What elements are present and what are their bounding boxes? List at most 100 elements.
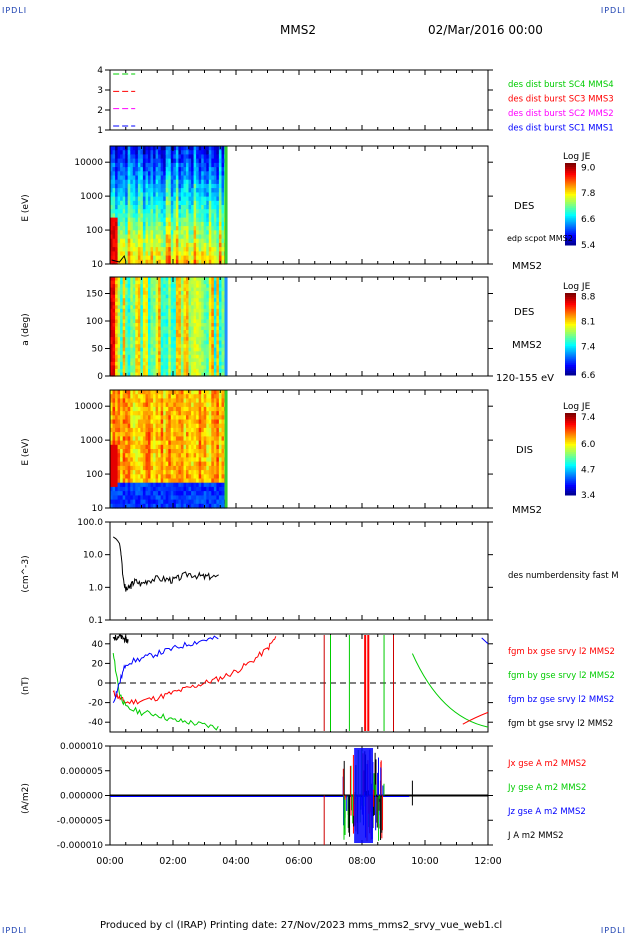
spectrogram-cell [160, 347, 164, 352]
spectrogram-cell [163, 298, 167, 303]
spectrogram-cell [173, 482, 177, 488]
spectrogram-cell [142, 427, 146, 433]
spectrogram-cell [180, 205, 184, 210]
spectrogram-cell [191, 333, 195, 338]
spectrogram-cell [120, 461, 124, 467]
spectrogram-cell [140, 344, 144, 349]
spectrogram-cell [160, 158, 164, 164]
spectrogram-cell [186, 280, 190, 285]
spectrogram-cell [201, 344, 205, 349]
spectrogram-cell [120, 259, 124, 265]
spectrogram-cell [191, 259, 195, 265]
spectrogram-cell [120, 482, 124, 488]
y-tick-label: 0 [97, 679, 103, 689]
spectrogram-cell [127, 372, 131, 377]
spectrogram-cell [218, 315, 222, 320]
spectrogram-cell [132, 470, 136, 475]
spectrogram-cell [206, 277, 210, 282]
spectrogram-cell [193, 323, 197, 328]
spectrogram-cell [183, 354, 187, 359]
spectrogram-cell [142, 394, 146, 399]
y-axis-label: (cm^-3) [21, 555, 31, 592]
spectrogram-cell [130, 183, 134, 189]
spectrogram-cell [165, 238, 169, 244]
spectrogram-cell [137, 291, 141, 296]
spectrogram-cell [178, 247, 182, 252]
spectrogram-cell [153, 209, 157, 214]
spectrogram-cell [178, 146, 182, 151]
spectrogram-cell [183, 242, 187, 248]
spectrogram-cell [137, 294, 141, 299]
spectrogram-cell [163, 406, 167, 412]
spectrogram-cell [178, 171, 182, 177]
spectrogram-cell [110, 179, 114, 185]
spectrogram-cell [196, 358, 200, 363]
spectrogram-cell [110, 470, 114, 475]
spectrogram-cell [110, 495, 114, 501]
spectrogram-cell [155, 196, 159, 202]
spectrogram-cell [213, 280, 217, 285]
spectrogram-cell [153, 323, 157, 328]
spectrogram-cell [120, 354, 124, 359]
spectrogram-cell [221, 154, 225, 160]
spectrogram-cell [127, 347, 131, 352]
spectrogram-cell [130, 436, 134, 442]
spectrogram-cell [115, 499, 119, 505]
spectrogram-cell [117, 294, 121, 299]
spectrogram-cell [218, 284, 222, 289]
spectrogram-cell [135, 427, 139, 433]
spectrogram-cell [218, 238, 222, 244]
spectrogram-cell [180, 474, 184, 480]
spectrogram-cell [218, 188, 222, 193]
spectrogram-cell [191, 294, 195, 299]
spectrogram-cell [148, 333, 152, 338]
spectrogram-cell [135, 398, 139, 404]
x-tick-label: 10:00 [411, 856, 438, 867]
spectrogram-cell [140, 470, 144, 475]
spectrogram-cell [170, 154, 174, 160]
spectrogram-cell [186, 162, 190, 168]
spectrogram-cell [112, 333, 116, 338]
spectrogram-cell [213, 305, 217, 310]
spectrogram-cell [130, 162, 134, 168]
spectrogram-cell [193, 453, 197, 458]
spectrogram-cell [218, 183, 222, 189]
spectrogram-cell [206, 154, 210, 160]
spectrogram-cell [160, 255, 164, 261]
spectrogram-cell [183, 415, 187, 421]
spectrogram-cell [110, 354, 114, 359]
spectrogram-cell [213, 171, 217, 177]
spectrogram-cell [112, 179, 116, 185]
spectrogram-cell [160, 444, 164, 450]
spectrogram-cell [208, 503, 212, 509]
spectrogram-cell [175, 305, 179, 310]
spectrogram-cell [163, 167, 167, 172]
spectrogram-cell [158, 226, 162, 231]
spectrogram-cell [183, 158, 187, 164]
corner-label-top-right: IPDLI [600, 6, 626, 15]
spectrogram-cell [148, 200, 152, 206]
spectrogram-cell [150, 171, 154, 177]
spectrogram-cell [218, 351, 222, 356]
spectrogram-cell [173, 478, 177, 484]
spectrogram-cell [216, 415, 220, 421]
x-tick-label: 04:00 [222, 856, 249, 867]
spectrogram-cell [206, 419, 210, 425]
spectrogram-cell [208, 419, 212, 425]
colorbar-cell [565, 462, 576, 465]
spectrogram-cell [193, 491, 197, 496]
spectrogram-cell [115, 287, 119, 292]
spectrogram-cell [163, 213, 167, 219]
spectrogram-cell [208, 330, 212, 335]
spectrogram-cell [140, 251, 144, 257]
spectrogram-cell [178, 287, 182, 292]
spectrogram-cell [150, 175, 154, 181]
spectrogram-cell [168, 188, 172, 193]
spectrogram-cell [150, 247, 154, 252]
spectrogram-cell [203, 179, 207, 185]
colorbar-cell [565, 415, 576, 418]
spectrogram-cell [191, 221, 195, 227]
spectrogram-cell [198, 398, 202, 404]
spectrogram-cell [193, 351, 197, 356]
spectrogram-cell [198, 365, 202, 370]
